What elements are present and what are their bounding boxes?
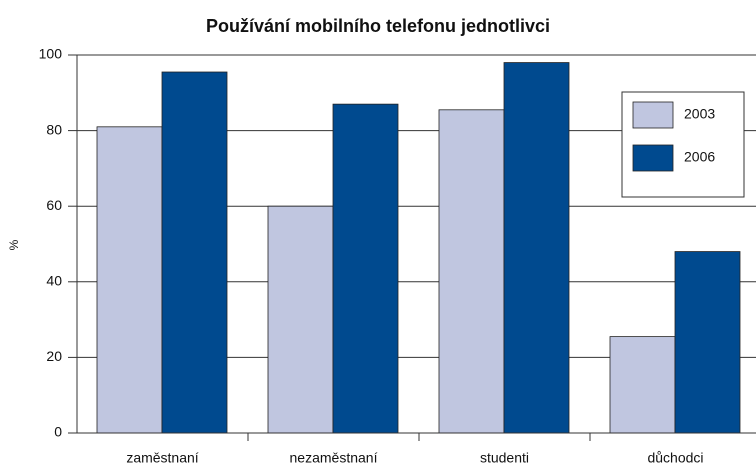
- x-tick-label: nezaměstnaní: [290, 450, 378, 466]
- bar: [674, 251, 741, 434]
- x-tick-label: důchodci: [647, 450, 703, 466]
- y-tick-label: 100: [39, 46, 63, 62]
- bar: [96, 126, 163, 434]
- bar: [503, 62, 570, 434]
- y-tick-label: 60: [46, 197, 62, 213]
- legend-swatch: [632, 101, 674, 129]
- bar: [438, 109, 505, 434]
- legend-label: 2006: [684, 149, 715, 165]
- x-tick-label: zaměstnaní: [126, 450, 198, 466]
- x-tick-label: studenti: [480, 450, 529, 466]
- y-tick-label: 20: [46, 348, 62, 364]
- bar: [609, 336, 676, 434]
- y-tick-label: 0: [54, 424, 62, 440]
- chart-title: Používání mobilního telefonu jednotlivci: [206, 16, 550, 36]
- bar: [332, 103, 399, 434]
- bar: [161, 71, 228, 434]
- bar: [267, 205, 334, 434]
- y-tick-label: 80: [46, 121, 62, 137]
- legend-label: 2003: [684, 106, 715, 122]
- y-axis-label: %: [7, 239, 21, 250]
- legend-swatch: [632, 144, 674, 172]
- y-tick-label: 40: [46, 273, 62, 289]
